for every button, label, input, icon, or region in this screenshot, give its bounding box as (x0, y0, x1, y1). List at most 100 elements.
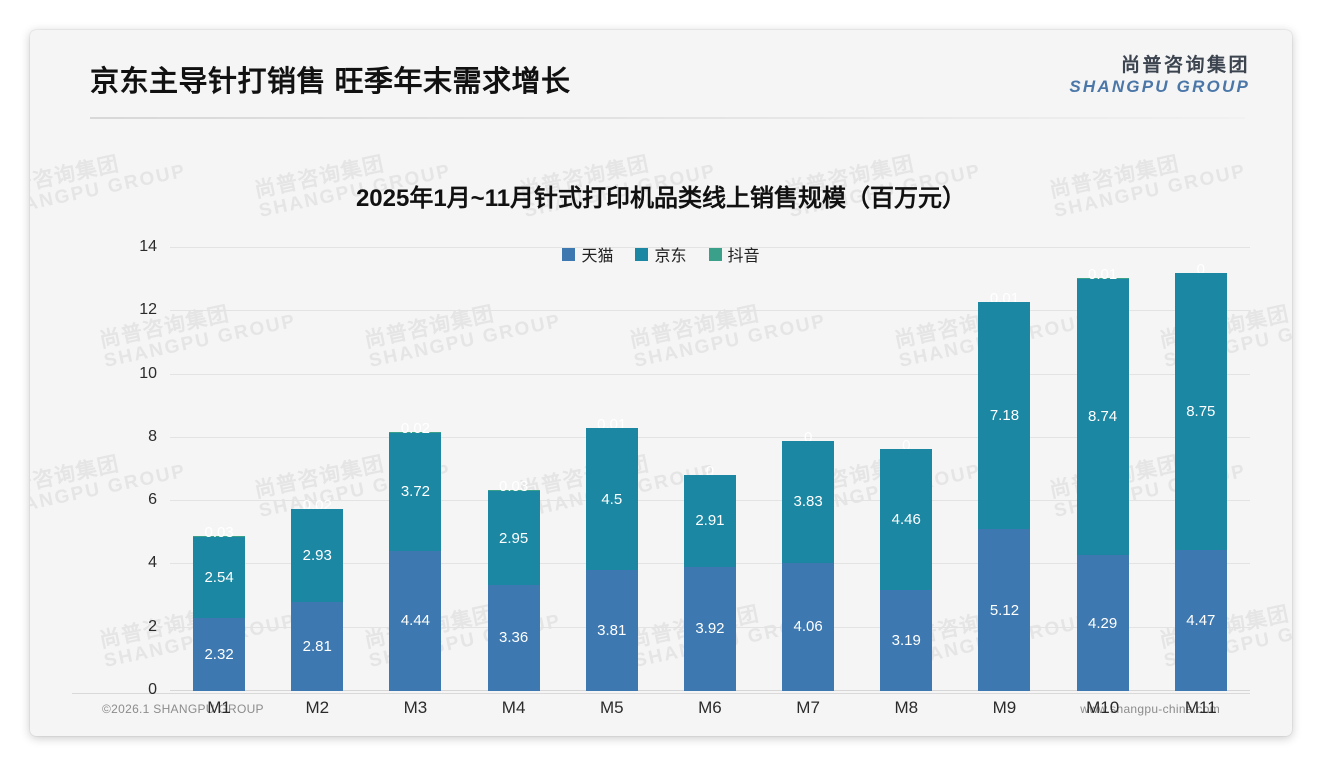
bar-segment-抖音[interactable]: 0.03 (193, 525, 246, 540)
bar-segment-京东[interactable]: 8.74 (1076, 278, 1129, 556)
bar-group-m2[interactable]: 0.02 2.93 2.81 (291, 248, 344, 691)
bar-value-label: 0.02 (400, 420, 431, 438)
bar-value-label: 0 (705, 462, 715, 480)
bar-value-label: 3.72 (400, 483, 431, 501)
y-axis-tick-label: 2 (148, 617, 157, 635)
footer-divider (72, 693, 1250, 694)
bar-value-label: 3.81 (597, 622, 627, 640)
legend-label: 天猫 (581, 248, 614, 265)
bar-value-label: 0.01 (1088, 266, 1118, 284)
y-axis-tick-label: 12 (139, 301, 157, 319)
legend-swatch-icon (562, 247, 576, 261)
chart-container: 2025年1月~11月针式打印机品类线上销售规模（百万元） 天猫 京东 抖音 0 2 4… (30, 30, 1292, 736)
bar-value-label: 0.02 (302, 496, 332, 514)
bar-group-m7[interactable]: 0 3.83 4.06 (782, 248, 835, 691)
bar-segment-京东[interactable]: 7.18 (978, 301, 1031, 529)
x-axis-label: M7 (796, 698, 820, 717)
bar-value-label: 4.47 (1186, 611, 1216, 629)
bar-value-label: 2.91 (695, 512, 725, 530)
bar-group-m8[interactable]: 0 4.46 3.19 (880, 248, 933, 691)
bar-group-m4[interactable]: 0.03 2.95 3.36 (487, 248, 540, 691)
header-divider (90, 117, 1245, 119)
x-axis-label: M5 (599, 698, 624, 717)
bar-segment-天猫[interactable]: 4.29 (1076, 555, 1129, 691)
y-axis-tick-label: 4 (148, 554, 157, 572)
bar-value-label: 3.36 (498, 629, 529, 647)
bar-group-m6[interactable]: 0 2.91 3.92 (683, 248, 736, 691)
y-axis-tick-label: 0 (148, 681, 157, 698)
x-axis-label: M8 (894, 698, 919, 717)
legend-label: 抖音 (727, 248, 760, 265)
bar-segment-天猫[interactable]: 4.44 (389, 550, 442, 691)
bar-group-m11[interactable]: 0 8.75 4.47 (1174, 248, 1227, 691)
y-axis-tick-label: 14 (139, 238, 157, 255)
bar-segment-京东[interactable]: 3.72 (389, 432, 442, 551)
bar-segment-天猫[interactable]: 3.36 (487, 584, 540, 691)
bar-segment-京东[interactable]: 4.5 (585, 428, 638, 571)
bar-segment-京东[interactable]: 3.83 (782, 441, 835, 563)
bar-value-label: 8.75 (1186, 402, 1216, 420)
bar-segment-京东[interactable]: 2.91 (683, 474, 736, 567)
bar-segment-京东[interactable]: 2.93 (291, 509, 344, 603)
bar-segment-天猫[interactable]: 2.32 (193, 617, 246, 691)
bar-value-label: 3.19 (891, 632, 921, 650)
bar-segment-天猫[interactable]: 5.12 (978, 529, 1031, 691)
bar-segment-天猫[interactable]: 3.92 (683, 566, 736, 691)
y-axis-tick-label: 8 (148, 427, 157, 445)
y-axis-tick-label: 6 (148, 491, 157, 509)
page-title: 京东主导针打销售 旺季年末需求增长 (90, 66, 571, 98)
legend-item-3[interactable]: 抖音 (708, 242, 760, 266)
bar-group-m10[interactable]: 0.01 8.74 4.29 (1076, 248, 1129, 691)
bar-group-m5[interactable]: 0.01 4.5 3.81 (585, 248, 638, 691)
legend-item-2[interactable]: 京东 (635, 242, 687, 266)
bar-value-label: 2.95 (498, 529, 529, 547)
bar-value-label: 2.93 (302, 547, 332, 565)
bar-segment-京东[interactable]: 2.95 (487, 491, 540, 585)
legend-swatch-icon (635, 247, 649, 261)
x-axis-label: M6 (698, 698, 722, 717)
bar-value-label: 2.32 (204, 645, 234, 663)
bar-value-label: 3.83 (793, 493, 823, 511)
bar-value-label: 2.81 (302, 638, 332, 656)
gridline: 10 (139, 365, 1250, 382)
slide-canvas: 尚普咨询集团 SHANGPU GROUP 尚普咨询集团 SHANGPU GROUP 尚普… (30, 30, 1292, 736)
bar-segment-天猫[interactable]: 4.06 (782, 562, 835, 691)
bar-segment-抖音[interactable]: 0.03 (487, 479, 540, 494)
bar-segment-京东[interactable]: 4.46 (880, 448, 933, 591)
bar-segment-京东[interactable]: 8.75 (1174, 272, 1227, 550)
footer-copyright: ©2026.1 SHANGPU GROUP (102, 702, 264, 716)
x-axis-label: M10 (1086, 698, 1120, 717)
bar-segment-抖音[interactable]: 0.02 (389, 421, 442, 436)
bar-value-label: 8.74 (1088, 408, 1118, 426)
bar-value-label: 5.12 (989, 601, 1020, 619)
gridline: 12 (139, 301, 1250, 318)
x-axis-label: M3 (403, 698, 428, 717)
bar-value-label: 2.54 (204, 568, 234, 586)
bar-segment-抖音[interactable]: 0.02 (291, 498, 344, 513)
bar-value-label: 4.5 (601, 490, 623, 508)
bar-value-label: 0 (902, 436, 911, 454)
logo-chinese-text: 尚普咨询集团 (1120, 55, 1250, 76)
logo-english-text: SHANGPU GROUP (1069, 76, 1250, 96)
x-axis-label: M9 (992, 698, 1017, 717)
x-axis-label: M2 (305, 698, 330, 717)
bar-value-label: 4.44 (400, 612, 431, 630)
footer-website: www.shangpu-china.com (1080, 702, 1220, 716)
bar-segment-天猫[interactable]: 2.81 (291, 602, 344, 691)
bar-value-label: 4.29 (1088, 614, 1118, 632)
bar-segment-天猫[interactable]: 4.47 (1174, 549, 1227, 691)
y-axis-tick-label: 10 (139, 364, 157, 382)
bar-value-label: 3.92 (695, 620, 725, 638)
legend-item-1[interactable]: 天猫 (562, 242, 613, 266)
bar-segment-京东[interactable]: 2.54 (193, 537, 246, 618)
bar-value-label: 0 (803, 429, 813, 447)
bar-group-m1[interactable]: 0.03 2.54 2.32 (193, 248, 246, 691)
bar-segment-天猫[interactable]: 3.19 (880, 590, 933, 691)
bar-group-m3[interactable]: 0.02 3.72 4.44 (389, 248, 442, 691)
bar-segment-天猫[interactable]: 3.81 (585, 570, 638, 691)
slide-header: 京东主导针打销售 旺季年末需求增长 尚普咨询集团 SHANGPU GROUP (30, 30, 1292, 119)
x-axis-label: M4 (501, 698, 526, 717)
bar-value-label: 4.46 (891, 511, 921, 528)
gridline: 8 (148, 428, 1250, 445)
bar-group-m9[interactable]: 0.01 7.18 5.12 (978, 248, 1031, 691)
